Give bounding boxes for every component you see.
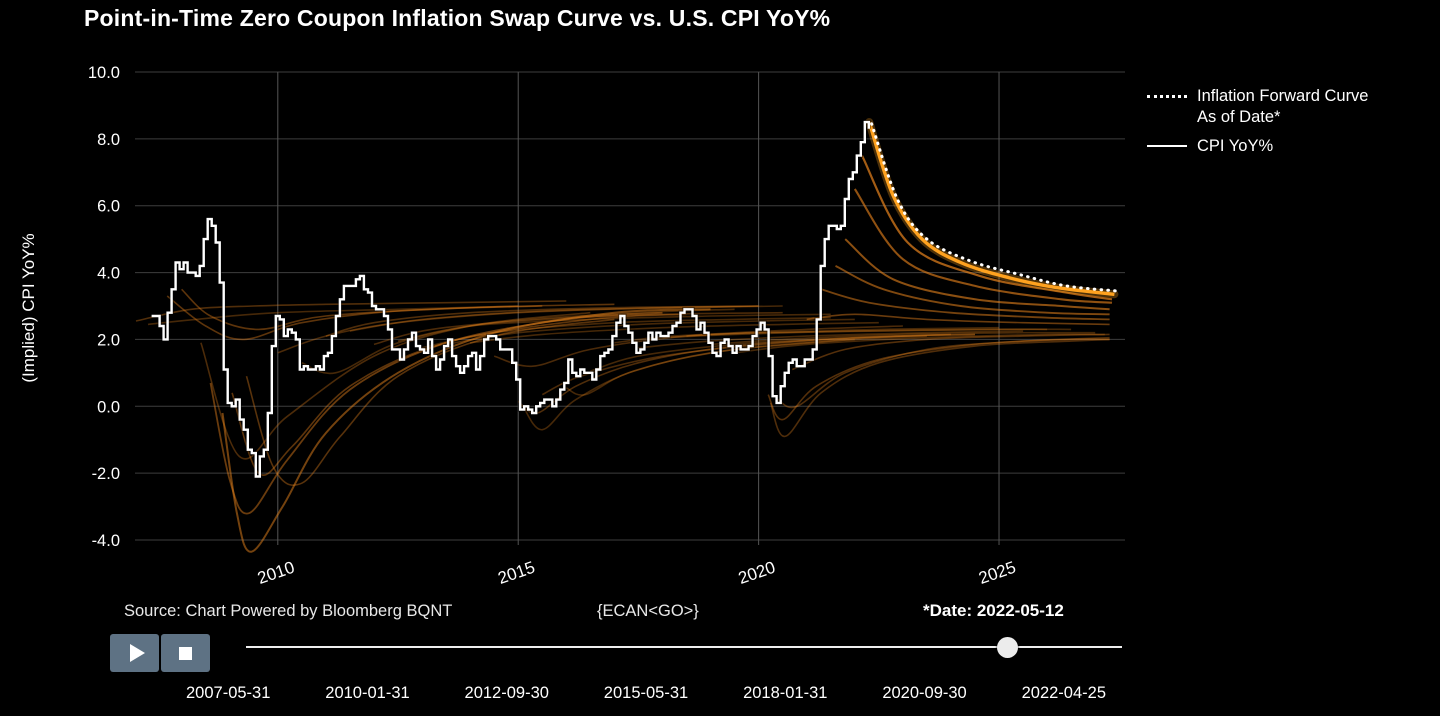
forward-curve [835,265,1110,316]
forward-curve [517,333,951,415]
date-slider[interactable] [246,637,1122,658]
solid-line-sample-icon [1147,144,1187,147]
forward-curve [147,305,519,326]
forward-curve [638,330,1024,349]
forward-curve [844,238,1110,311]
highlight-curve-glow [865,118,1119,299]
x-tick-label: 2025 [976,558,1018,588]
forward-curve [662,328,1048,339]
forward-curve [373,311,783,346]
y-tick-label: -2.0 [92,465,120,483]
forward-curve [861,155,1113,301]
forward-curve [565,335,927,396]
slider-date-labels: 2007-05-31 2010-01-31 2012-09-30 2015-05-31… [186,684,1106,703]
x-tick-label: 2010 [255,558,297,588]
forward-curve [686,328,1072,337]
forward-curve [493,325,903,368]
y-tick-label: 0.0 [97,398,120,416]
source-text: Source: Chart Powered by Bloomberg BQNT [124,602,453,620]
forward-curve [777,336,1110,409]
slider-date-label: 2020-09-30 [882,684,967,702]
y-axis-label: (Implied) CPI YoY% [19,233,38,382]
y-tick-label: 8.0 [97,131,120,149]
plot-content-group [135,118,1119,553]
slider-date-label: 2015-05-31 [603,684,689,702]
forward-curve [349,305,783,332]
forward-curve [590,333,976,372]
forward-curve [710,331,1096,346]
legend-label-forward: Inflation Forward Curve [1197,87,1369,105]
forward-curve [397,313,831,342]
forward-curve [181,288,615,331]
x-tick-label: 2015 [495,558,537,588]
slider-date-label: 2022-04-25 [1021,684,1106,702]
dotted-line-sample-icon [1147,95,1187,98]
forward-curve [135,300,567,322]
forward-curve [767,338,1110,421]
forward-curve [166,295,543,341]
forward-curve [769,338,1110,438]
slider-track[interactable] [246,646,1122,648]
forward-curve [792,333,1110,371]
asof-date-label: *Date: 2022-05-12 [923,601,1064,620]
asof-dotted-curve [870,122,1119,293]
y-tick-label: 2.0 [97,331,120,349]
slider-date-label: 2007-05-31 [186,684,271,702]
terminal-function-code: {ECAN<GO>} [597,602,699,620]
legend-label-cpi: CPI YoY% [1197,136,1274,155]
forward-curve [445,318,855,346]
play-button[interactable] [110,634,159,672]
forward-curve [200,311,591,460]
forward-curve [325,305,759,337]
forward-curve [820,288,1110,321]
forward-curve [806,313,1110,326]
forward-curve [221,308,711,553]
chart-title: Point-in-Time Zero Coupon Inflation Swap… [84,5,831,31]
forward-curve [421,316,831,349]
forward-curve [522,338,855,431]
x-tick-label: 2020 [736,558,778,588]
stop-button[interactable] [161,634,210,672]
legend-label-forward-line2: As of Date* [1197,108,1281,127]
slider-date-label: 2012-09-30 [464,684,549,702]
forward-curve [245,318,615,486]
chart-legend: Inflation Forward Curve As of Date* CPI … [1147,86,1369,164]
legend-cpi-text: CPI YoY% [1197,136,1273,157]
forward-curve [301,308,735,375]
cpi-line [151,120,870,478]
forward-curve [853,188,1113,304]
slider-date-label: 2010-01-31 [325,684,410,702]
legend-forward-text: Inflation Forward Curve As of Date* [1197,86,1369,129]
y-tick-label: 6.0 [97,198,120,216]
y-tick-label: 10.0 [88,64,120,82]
forward-curve [470,321,879,344]
slider-handle[interactable] [996,637,1018,658]
play-icon [129,644,145,662]
highlight-forward-curve [867,121,1115,296]
legend-entry-forward: Inflation Forward Curve As of Date* [1147,86,1369,129]
stop-icon [179,646,192,660]
legend-entry-cpi: CPI YoY% [1147,136,1369,157]
y-tick-label: 4.0 [97,265,120,283]
forward-curve [277,305,759,354]
slider-date-label: 2018-01-31 [743,684,828,702]
forward-curve [734,333,1105,354]
y-tick-label: -4.0 [92,532,120,550]
